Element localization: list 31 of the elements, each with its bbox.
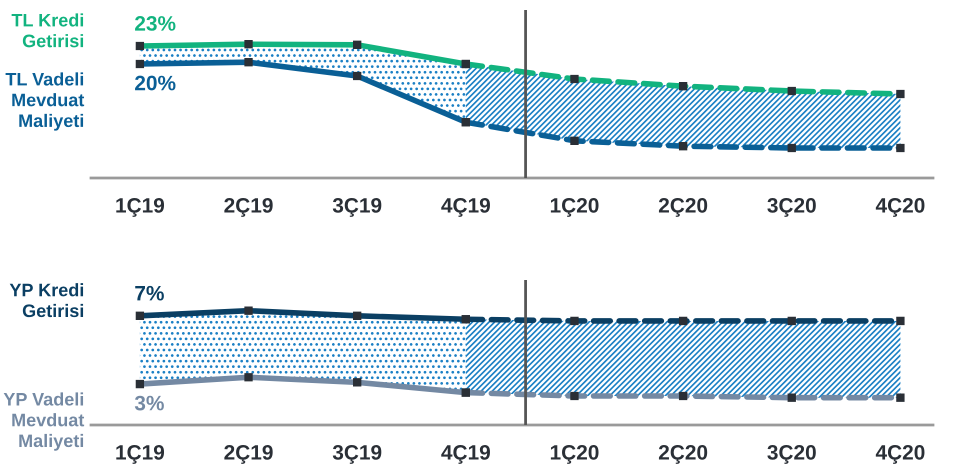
x-tick-label: 2Ç19 [224, 198, 273, 217]
data-label: 23% [135, 16, 176, 31]
point [896, 316, 905, 326]
x-tick-label: 3Ç19 [332, 198, 382, 217]
point [353, 312, 362, 320]
text: YP Kredi Getirisi [10, 283, 84, 318]
x-tick-label: 1Ç19 [116, 198, 164, 217]
text: TL Vadeli Mevduat Maliyeti [6, 72, 84, 131]
point [136, 312, 144, 320]
point [788, 316, 796, 326]
text: TL Kredi Getirisi [12, 13, 84, 48]
x-tick-label: 4Ç20 [876, 444, 924, 464]
x-tick-label: 3Ç20 [767, 198, 816, 217]
data-label: 7% [135, 286, 164, 301]
x-tick-label: 2Ç19 [224, 444, 273, 464]
x-tick-label: 4Ç19 [441, 444, 490, 464]
x-tick-label: 1Ç19 [116, 444, 164, 464]
data-label: 3% [134, 396, 164, 410]
x-tick-label: 3Ç20 [767, 444, 816, 464]
x-tick-label: 4Ç20 [876, 198, 924, 217]
point [244, 306, 253, 315]
x-tick-label: 2Ç20 [658, 444, 708, 464]
x-tick-label: 3Ç19 [332, 444, 382, 464]
x-tick-label: 4Ç19 [441, 198, 490, 217]
point [678, 316, 688, 326]
data-label: 20% [135, 76, 176, 90]
x-tick-label: 1Ç20 [550, 198, 599, 217]
x-tick-label: 2Ç20 [658, 198, 708, 217]
x-tick-label: 1Ç20 [550, 444, 599, 464]
text: YP Vadeli Mevduat Maliyeti [4, 392, 84, 451]
point [570, 316, 579, 326]
